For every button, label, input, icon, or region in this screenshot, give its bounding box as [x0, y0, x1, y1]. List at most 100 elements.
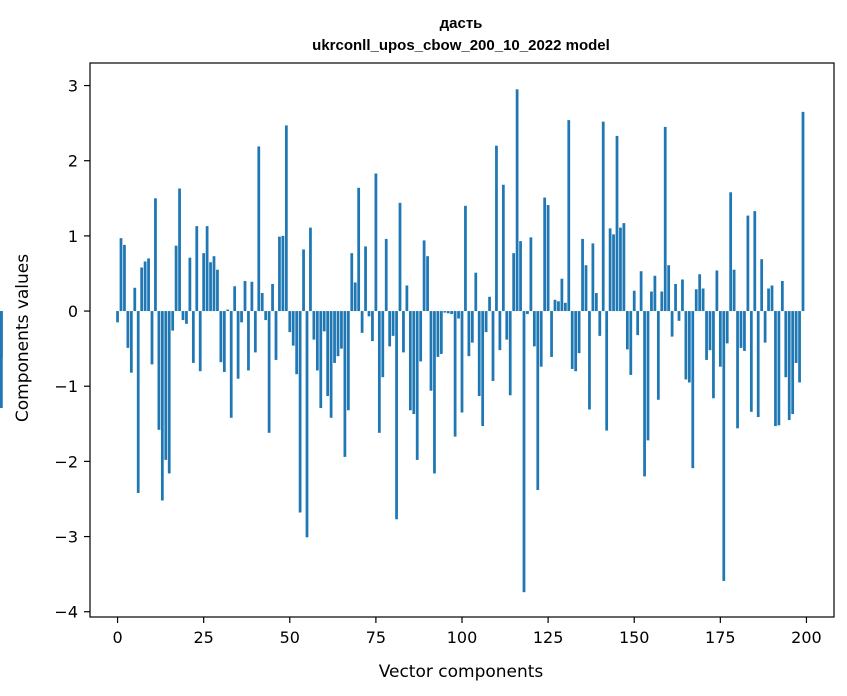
y-tick-label: −2 [54, 452, 78, 471]
bar-34 [233, 286, 237, 312]
y-axis-label: Components values [13, 254, 33, 422]
bar-31 [222, 311, 226, 372]
bar-199 [801, 111, 805, 312]
bar-75 [374, 173, 378, 312]
bar-148 [625, 311, 629, 350]
bar-8 [143, 261, 147, 312]
bar-162 [674, 284, 677, 312]
x-tick-label: 125 [533, 628, 564, 647]
bar-153 [643, 311, 646, 477]
bar-87 [415, 311, 419, 460]
plot-frame [89, 62, 835, 618]
x-tick-label: 50 [280, 628, 300, 647]
bar-184 [749, 311, 753, 412]
bar-59 [319, 311, 323, 409]
x-axis-ticks: 0 25 50 75 100 125 150 175 200 [112, 617, 822, 647]
bar-71 [360, 311, 364, 333]
y-tick-label: −1 [54, 377, 78, 396]
bar-97 [450, 311, 454, 315]
bar-45 [271, 284, 274, 312]
bar-160 [667, 265, 671, 312]
bar-123 [539, 311, 543, 367]
bar-93 [436, 311, 440, 357]
bar-52 [295, 311, 299, 375]
bar-73 [367, 311, 371, 317]
bar-165 [684, 311, 688, 380]
bar-63 [333, 311, 336, 363]
bar-129 [560, 278, 564, 312]
bar-191 [774, 311, 777, 427]
bar-111 [498, 311, 502, 351]
bar-189 [767, 288, 770, 312]
bar-101 [464, 205, 467, 312]
bar-117 [519, 241, 522, 312]
bar-44 [267, 311, 271, 433]
y-tick-label: 3 [68, 77, 78, 96]
bar-2 [123, 244, 126, 312]
bar-18 [178, 188, 181, 312]
y-tick-label: 2 [68, 152, 78, 171]
bar-119 [526, 311, 529, 315]
x-tick-label: 100 [447, 628, 478, 647]
bar-54 [302, 249, 305, 312]
bar-152 [639, 271, 643, 312]
bar-78 [384, 238, 388, 312]
bar-86 [412, 311, 416, 415]
bar-83 [402, 311, 405, 353]
bar-40 [253, 311, 257, 353]
bar-79 [388, 311, 392, 347]
bar-92 [433, 311, 436, 474]
bar-5 [133, 287, 137, 312]
bar-6 [136, 311, 140, 493]
bar-100 [460, 311, 464, 413]
bar-107 [484, 311, 488, 333]
bar-95 [443, 311, 447, 313]
bar-170 [701, 288, 705, 312]
bar-98 [453, 311, 457, 437]
bar-121 [532, 311, 536, 347]
bar-147 [622, 223, 626, 312]
bar-190 [770, 285, 774, 312]
bar-77 [381, 311, 385, 378]
bar-61 [326, 311, 330, 396]
bar-172 [708, 311, 712, 351]
bar-140 [598, 311, 602, 336]
bar-174 [715, 270, 719, 312]
bar-39 [250, 281, 254, 312]
bar-37 [243, 280, 247, 312]
bar-163 [677, 311, 681, 321]
bar-67 [346, 311, 350, 411]
bar-179 [732, 269, 736, 312]
bar-7 [140, 267, 144, 312]
bar-33 [229, 311, 233, 418]
x-tick-label: 25 [193, 628, 213, 647]
bar-173 [712, 311, 715, 399]
bar-106 [481, 311, 485, 427]
bar-22 [191, 311, 195, 363]
bar-46 [274, 311, 278, 360]
bar-19 [181, 311, 185, 321]
bar-49 [284, 125, 288, 312]
bar-177 [725, 311, 729, 344]
bar-112 [501, 184, 505, 312]
bar-171 [705, 311, 708, 360]
bar-66 [343, 311, 347, 457]
bar-116 [515, 89, 519, 312]
bar-120 [529, 237, 533, 312]
bar-126 [550, 311, 553, 357]
y-tick-label: −4 [54, 603, 78, 622]
bar-149 [629, 311, 633, 375]
bar-197 [794, 311, 798, 363]
y-tick-label: 0 [68, 302, 78, 321]
bar-69 [353, 282, 357, 312]
bar-194 [784, 311, 788, 378]
bar-27 [209, 262, 212, 312]
bar-167 [691, 311, 695, 469]
bar-60 [322, 311, 326, 332]
bar-103 [470, 311, 474, 343]
bar-183 [746, 215, 750, 312]
bar-0 [116, 311, 119, 323]
bar-14 [164, 311, 168, 460]
bar-193 [780, 280, 784, 312]
bar-58 [315, 311, 319, 371]
